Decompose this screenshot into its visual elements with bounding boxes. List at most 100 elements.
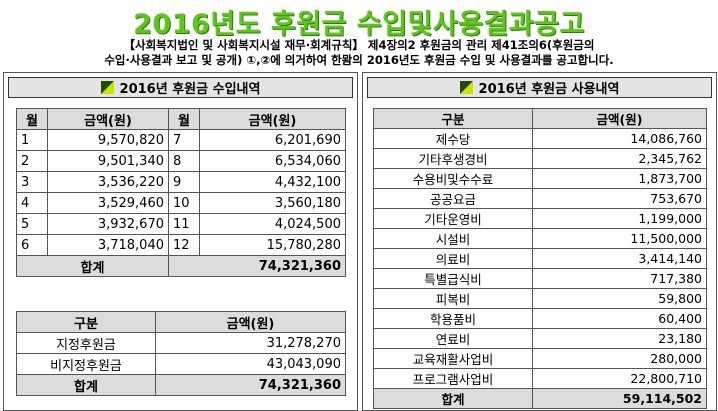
category-cell: 연료비 [373, 328, 533, 349]
category-cell: 의료비 [373, 248, 533, 269]
total-row: 합계 59,114,502 [373, 388, 707, 409]
category-cell: 기타후생경비 [373, 148, 533, 169]
category-cell: 공공요금 [373, 188, 533, 209]
col-category: 구분 [16, 311, 156, 333]
total-value: 74,321,360 [168, 255, 346, 277]
month-cell: 2 [16, 150, 48, 172]
col-month: 월 [168, 108, 200, 130]
amount-cell: 280,000 [532, 348, 707, 369]
usage-header: 2016년 후원금 사용내역 [367, 77, 712, 98]
notice-line: 수입·사용결과 보고 및 공개) ①,②에 의거하여 한뫔의 2016년도 후원… [104, 53, 614, 67]
col-category: 구분 [373, 108, 533, 129]
amount-cell: 1,199,000 [532, 208, 707, 229]
amount-cell: 6,534,060 [199, 150, 346, 172]
col-amount: 금액(원) [155, 311, 346, 333]
notice-line: 【사회복지법인 및 사회복지시설 재무·회계규칙】 제4장의2 후원금의 관리 … [123, 38, 595, 52]
table-row: 수용비및수수료 1,873,700 [373, 168, 707, 189]
table-row: 의료비 3,414,140 [373, 248, 707, 269]
category-cell: 수용비및수수료 [373, 168, 533, 189]
amount-cell: 14,086,760 [532, 128, 707, 149]
month-cell: 7 [168, 129, 200, 151]
table-row: 3 3,536,220 9 4,432,100 [16, 171, 346, 193]
category-cell: 피복비 [373, 288, 533, 309]
amount-cell: 43,043,090 [155, 353, 346, 375]
amount-cell: 23,180 [532, 328, 707, 349]
total-row: 합계 74,321,360 [16, 255, 346, 277]
amount-cell: 6,201,690 [199, 129, 346, 151]
table-row: 특별급식비 717,380 [373, 268, 707, 289]
table-row: 6 3,718,040 12 15,780,280 [16, 234, 346, 256]
table-row: 연료비 23,180 [373, 328, 707, 349]
amount-cell: 3,718,040 [47, 234, 169, 256]
income-heading: 2016년 후원금 수입내역 [119, 82, 261, 97]
amount-cell: 3,932,670 [47, 213, 169, 235]
amount-cell: 15,780,280 [199, 234, 346, 256]
income-monthly-table: 월 금액(원) 월 금액(원) 1 9,570,820 7 6,201,690 … [16, 108, 346, 277]
table-row: 5 3,932,670 11 4,024,500 [16, 213, 346, 235]
notice-description: 【사회복지법인 및 사회복지시설 재무·회계규칙】 제4장의2 후원금의 관리 … [0, 38, 718, 68]
col-month: 월 [16, 108, 48, 130]
month-cell: 4 [16, 192, 48, 214]
total-label: 합계 [16, 255, 169, 277]
month-cell: 5 [16, 213, 48, 235]
triangle-icon [100, 81, 114, 94]
month-cell: 8 [168, 150, 200, 172]
amount-cell: 60,400 [532, 308, 707, 329]
table-row: 기타운영비 1,199,000 [373, 208, 707, 229]
month-cell: 12 [168, 234, 200, 256]
total-label: 합계 [373, 388, 533, 409]
amount-cell: 9,501,340 [47, 150, 169, 172]
income-header: 2016년 후원금 수입내역 [8, 77, 353, 98]
col-amount: 금액(원) [199, 108, 346, 130]
amount-cell: 1,873,700 [532, 168, 707, 189]
amount-cell: 717,380 [532, 268, 707, 289]
total-row: 합계 74,321,360 [16, 374, 346, 396]
category-cell: 교육재활사업비 [373, 348, 533, 369]
col-amount: 금액(원) [47, 108, 169, 130]
table-row: 제수당 14,086,760 [373, 128, 707, 149]
table-row: 4 3,529,460 10 3,560,180 [16, 192, 346, 214]
month-cell: 9 [168, 171, 200, 193]
total-label: 합계 [16, 374, 156, 396]
table-row: 지정후원금 31,278,270 [16, 332, 346, 354]
amount-cell: 3,414,140 [532, 248, 707, 269]
amount-cell: 753,670 [532, 188, 707, 209]
amount-cell: 9,570,820 [47, 129, 169, 151]
category-cell: 기타운영비 [373, 208, 533, 229]
total-value: 59,114,502 [532, 388, 707, 409]
col-amount: 금액(원) [532, 108, 707, 129]
table-row: 교육재활사업비 280,000 [373, 348, 707, 369]
category-cell: 프로그램사업비 [373, 368, 533, 389]
usage-panel: 2016년 후원금 사용내역 구분 금액(원) 제수당 14,086,760 기타… [362, 72, 717, 411]
category-cell: 특별급식비 [373, 268, 533, 289]
amount-cell: 2,345,762 [532, 148, 707, 169]
total-value: 74,321,360 [155, 374, 346, 396]
table-row: 공공요금 753,670 [373, 188, 707, 209]
amount-cell: 22,800,710 [532, 368, 707, 389]
income-type-table: 구분 금액(원) 지정후원금 31,278,270 비지정후원금 43,043,… [16, 311, 346, 396]
amount-cell: 11,500,000 [532, 228, 707, 249]
table-row: 피복비 59,800 [373, 288, 707, 309]
month-cell: 3 [16, 171, 48, 193]
table-row: 프로그램사업비 22,800,710 [373, 368, 707, 389]
usage-table: 구분 금액(원) 제수당 14,086,760 기타후생경비 2,345,762 수… [373, 108, 707, 409]
income-panel: 2016년 후원금 수입내역 월 금액(원) 월 금액(원) 1 9,570,8… [3, 72, 358, 411]
amount-cell: 59,800 [532, 288, 707, 309]
category-cell: 지정후원금 [16, 332, 156, 354]
amount-cell: 3,536,220 [47, 171, 169, 193]
month-cell: 1 [16, 129, 48, 151]
table-row: 시설비 11,500,000 [373, 228, 707, 249]
page-title: 2016년도 후원금 수입및사용결과공고 [133, 9, 585, 40]
table-row: 2 9,501,340 8 6,534,060 [16, 150, 346, 172]
table-row: 1 9,570,820 7 6,201,690 [16, 129, 346, 151]
category-cell: 학용품비 [373, 308, 533, 329]
month-cell: 11 [168, 213, 200, 235]
amount-cell: 3,529,460 [47, 192, 169, 214]
usage-heading: 2016년 후원금 사용내역 [478, 82, 620, 97]
amount-cell: 3,560,180 [199, 192, 346, 214]
amount-cell: 4,024,500 [199, 213, 346, 235]
table-row: 학용품비 60,400 [373, 308, 707, 329]
month-cell: 10 [168, 192, 200, 214]
table-row: 비지정후원금 43,043,090 [16, 353, 346, 375]
category-cell: 제수당 [373, 128, 533, 149]
